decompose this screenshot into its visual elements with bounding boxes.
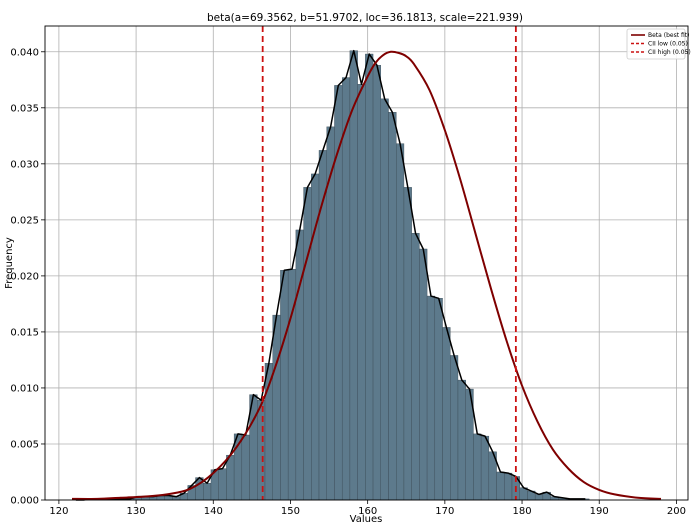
histogram-bar: [534, 494, 544, 501]
histogram-bar: [442, 327, 451, 501]
histogram-bar: [450, 355, 459, 501]
histogram-bar: [411, 233, 420, 501]
y-axis-title: Frequency: [4, 237, 15, 289]
histogram-bar: [457, 379, 466, 501]
x-tick-label: 180: [512, 506, 531, 517]
histogram-bar: [372, 65, 381, 501]
histogram-bar: [426, 295, 436, 501]
y-tick-label: 0.015: [10, 327, 39, 338]
histogram-bar: [434, 298, 443, 501]
y-tick-label: 0.030: [10, 159, 39, 170]
histogram-bar: [303, 187, 312, 501]
histogram-bar: [419, 248, 428, 501]
histogram-bar: [365, 53, 374, 501]
histogram-bar: [473, 433, 482, 501]
x-tick-label: 160: [358, 506, 377, 517]
histogram-bar: [295, 229, 304, 501]
histogram-bar: [349, 50, 358, 501]
y-tick-label: 0.005: [10, 439, 39, 450]
histogram-bar: [226, 454, 235, 501]
histogram-bar: [504, 472, 513, 501]
chart-title: beta(a=69.3562, b=51.9702, loc=36.1813, …: [207, 12, 523, 24]
histogram-bar: [218, 468, 227, 501]
y-tick-label: 0.000: [10, 496, 39, 507]
x-tick-label: 190: [590, 506, 609, 517]
x-axis-title: Values: [350, 514, 383, 525]
x-tick-label: 120: [49, 506, 68, 517]
plot-area: 120 130 140 150 160 170 180 190 200 0.000 0.005 0.0…: [10, 25, 689, 517]
histogram-bar: [241, 434, 250, 501]
y-tick-label: 0.020: [10, 271, 39, 282]
histogram-bar: [396, 143, 405, 501]
histogram-bar: [480, 435, 490, 501]
axes-frame: [44, 25, 689, 501]
histogram-bar: [388, 112, 397, 501]
histogram-bar: [272, 314, 281, 501]
legend: Beta (best fit) CII low (0.05)CII high (0…: [626, 28, 691, 60]
histogram-bar: [403, 187, 412, 501]
y-tick-label: 0.025: [10, 215, 39, 226]
y-tick-label: 0.010: [10, 383, 39, 394]
legend-entry-label: CII high (0.05): [648, 49, 691, 56]
histogram-bar: [357, 84, 366, 501]
histogram-bar: [203, 482, 212, 501]
y-tick-label: 0.040: [10, 47, 39, 58]
histogram-bar: [496, 471, 505, 501]
histogram-bar: [311, 173, 320, 501]
x-tick-label: 130: [127, 506, 146, 517]
y-tick-label: 0.035: [10, 103, 39, 114]
histogram-bar: [257, 400, 266, 501]
histogram-bar: [280, 270, 289, 501]
histogram-bar: [341, 77, 351, 501]
x-tick-label: 170: [435, 506, 454, 517]
histogram-bar: [380, 98, 389, 501]
legend-entry-label: CII low (0.05): [648, 41, 688, 48]
x-tick-label: 140: [204, 506, 223, 517]
x-tick-label: 150: [281, 506, 300, 517]
x-tick-label: 200: [667, 506, 686, 517]
series-line-beta-fit: [72, 50, 662, 500]
legend-entry-label: Beta (best fit): [648, 32, 689, 39]
